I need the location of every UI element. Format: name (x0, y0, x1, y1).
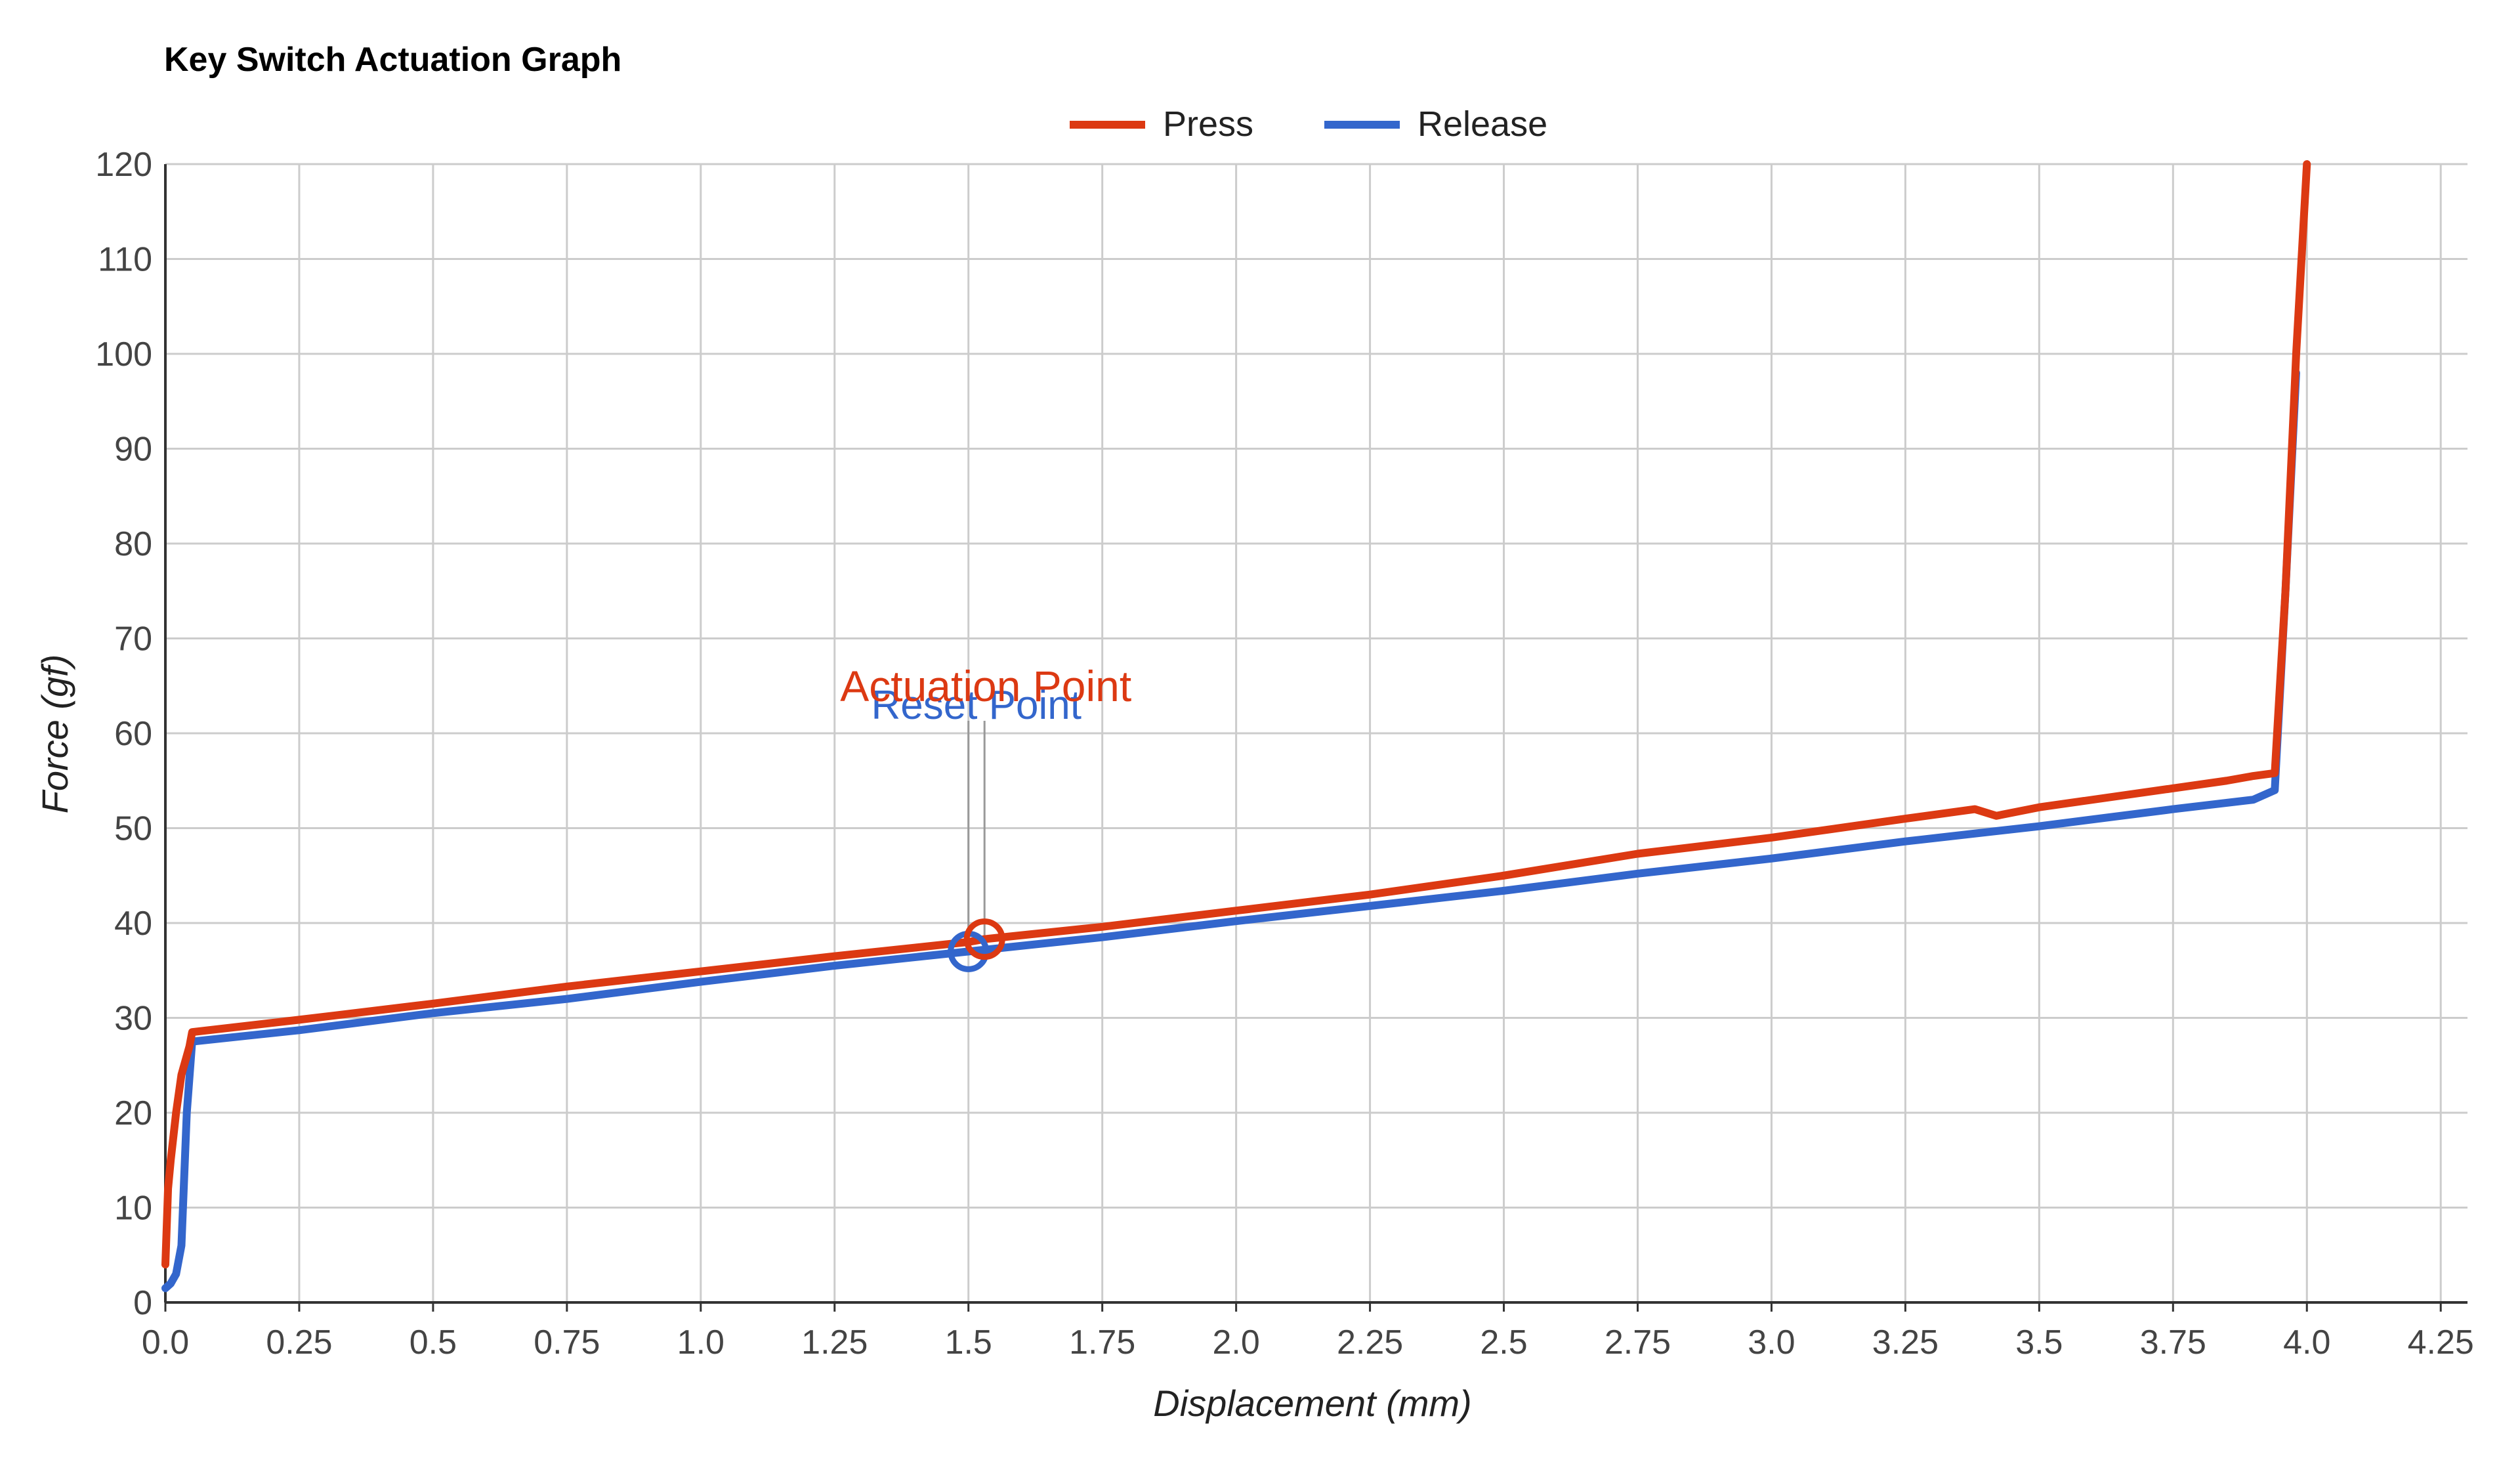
y-tick-label: 30 (114, 1000, 152, 1038)
y-tick-label: 20 (114, 1094, 152, 1132)
y-tick-label: 110 (98, 241, 152, 279)
y-tick-label: 70 (114, 620, 152, 658)
actuation-point-marker (963, 918, 1005, 960)
y-tick-label: 100 (95, 335, 152, 374)
actuation-point-label: Actuation Point (840, 662, 1131, 710)
x-tick-label: 2.0 (1212, 1323, 1259, 1362)
y-tick-label: 80 (114, 525, 152, 563)
axes (164, 164, 2468, 1312)
x-tick-label: 0.0 (142, 1323, 189, 1362)
y-tick-label: 50 (114, 810, 152, 848)
annotation-markers (948, 918, 1005, 972)
x-tick-label: 1.5 (945, 1323, 992, 1362)
legend-label-release: Release (1418, 104, 1547, 144)
y-tick-label: 90 (114, 431, 152, 469)
y-tick-label: 0 (133, 1284, 152, 1322)
x-tick-label: 2.25 (1337, 1323, 1403, 1362)
x-tick-label: 3.25 (1872, 1323, 1939, 1362)
reset-point-label: Reset Point (871, 683, 1082, 728)
x-tick-label: 2.5 (1480, 1323, 1527, 1362)
x-axis-label: Displacement (mm) (1153, 1383, 1471, 1424)
data-series (161, 160, 2311, 1293)
x-tick-label: 0.75 (534, 1323, 600, 1362)
y-tick-label: 40 (114, 905, 152, 943)
tick-labels: 0.0 0.25 0.5 0.75 1.0 1.25 1.5 1.75 2.0 2.25 2.5 2.… (95, 146, 2474, 1362)
y-tick-label: 60 (114, 715, 152, 753)
x-tick-label: 3.0 (1748, 1323, 1795, 1362)
y-axis-label: Force (gf) (34, 655, 75, 814)
grid-lines (165, 163, 2468, 1302)
legend-item-press[interactable]: Press (1070, 104, 1253, 144)
legend-item-release[interactable]: Release (1324, 104, 1547, 144)
chart-title: Key Switch Actuation Graph (164, 41, 621, 79)
x-tick-label: 1.75 (1069, 1323, 1135, 1362)
series-line-press (161, 160, 2311, 1269)
x-tick-label: 0.25 (266, 1323, 332, 1362)
x-tick-label: 2.75 (1605, 1323, 1671, 1362)
legend-label-press: Press (1163, 104, 1253, 144)
x-tick-label: 1.0 (677, 1323, 724, 1362)
x-tick-label: 1.25 (801, 1323, 868, 1362)
x-tick-label: 3.75 (2140, 1323, 2206, 1362)
x-tick-label: 0.5 (410, 1323, 457, 1362)
legend: Press Release (1070, 104, 1547, 144)
x-tick-label: 3.5 (2015, 1323, 2063, 1362)
series-line-release (161, 368, 2300, 1293)
y-tick-label: 10 (114, 1190, 152, 1228)
x-tick-label: 4.0 (2283, 1323, 2330, 1362)
x-tick-label: 4.25 (2408, 1323, 2474, 1362)
y-tick-label: 120 (95, 146, 152, 184)
